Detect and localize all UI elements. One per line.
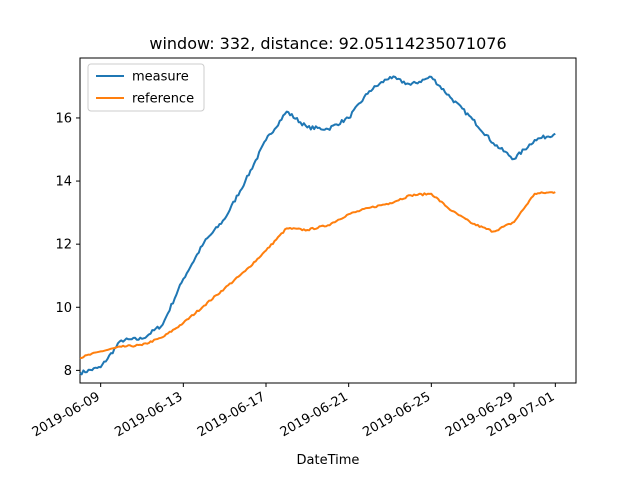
y-axis: 8 10 12 14 16 <box>55 111 80 379</box>
y-tick-label: 14 <box>55 175 72 190</box>
series-line-measure <box>79 75 556 376</box>
y-tick-label: 16 <box>55 111 72 126</box>
legend-label-reference: reference <box>132 92 194 107</box>
legend: measure reference <box>87 63 205 112</box>
x-axis-label: DateTime <box>297 453 360 468</box>
plot-area-frame <box>79 57 577 384</box>
series-layer <box>79 75 556 376</box>
y-tick-label: 8 <box>64 364 72 379</box>
y-tick-label: 12 <box>55 238 72 253</box>
series-line-reference <box>79 191 556 359</box>
legend-label-measure: measure <box>132 70 189 85</box>
chart-title: window: 332, distance: 92.05114235071076 <box>149 34 506 53</box>
y-tick-label: 10 <box>55 301 72 316</box>
